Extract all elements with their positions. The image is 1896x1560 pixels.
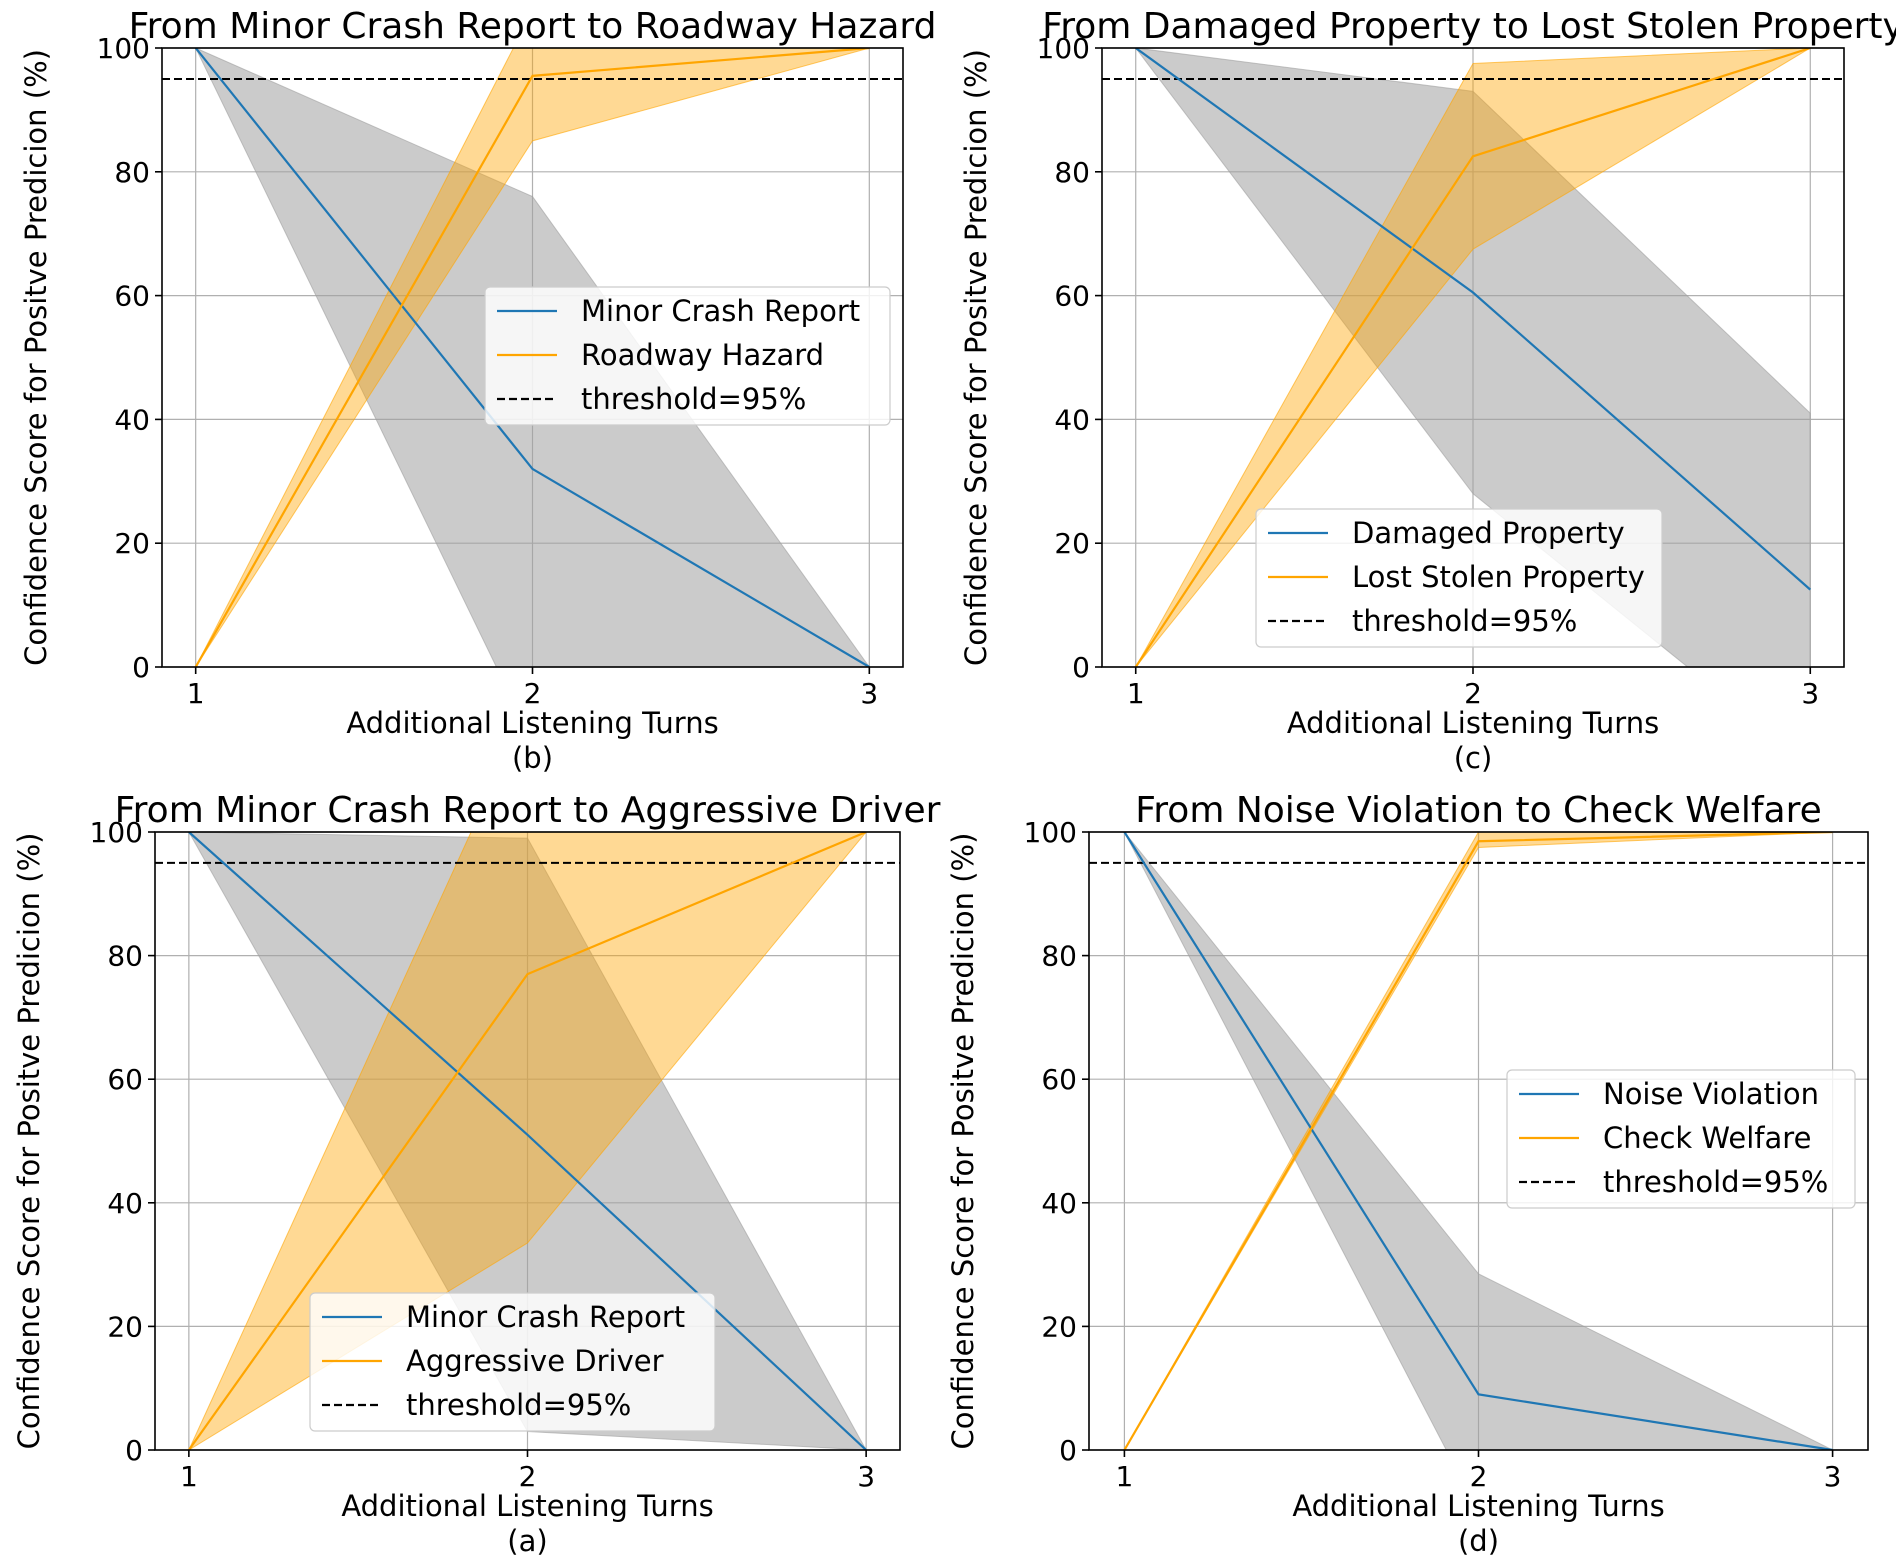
legend-entry-threshold-label: threshold=95% <box>1352 604 1577 638</box>
y-tick-label: 60 <box>107 1063 143 1096</box>
x-tick-label: 2 <box>1470 1460 1488 1493</box>
legend: Minor Crash Report Aggressive Driver thres… <box>309 1292 716 1432</box>
panel-caption: (b) <box>512 741 553 775</box>
series-line-2 <box>187 832 867 1450</box>
x-axis-label: Additional Listening Turns <box>346 706 718 740</box>
legend: Damaged Property Lost Stolen Property thre… <box>1255 508 1663 648</box>
legend-entry-series-2-label: Aggressive Driver <box>406 1344 664 1378</box>
chart-title: From Minor Crash Report to Roadway Hazar… <box>129 6 937 47</box>
x-axis-label: Additional Listening Turns <box>341 1489 713 1523</box>
plot-area <box>1089 832 1868 1450</box>
series-line-1 <box>194 48 870 667</box>
chart-title: From Damaged Property to Lost Stolen Pro… <box>1042 6 1896 47</box>
y-tick-label: 0 <box>1059 1434 1077 1467</box>
y-tick-label: 40 <box>107 1187 143 1220</box>
x-tick-label: 1 <box>1127 677 1145 710</box>
y-axis-label: Confidence Score for Positve Predicion (… <box>959 49 993 666</box>
series-line-2 <box>1123 832 1833 1450</box>
confidence-band-2 <box>1135 48 1811 667</box>
legend-entry-threshold-label: threshold=95% <box>406 1388 631 1422</box>
y-tick-label: 0 <box>132 651 150 684</box>
y-tick-label: 20 <box>114 527 150 560</box>
series-line-2 <box>194 48 870 667</box>
confidence-band-2 <box>1123 832 1833 1450</box>
y-tick-label: 80 <box>107 940 143 973</box>
x-tick-label: 1 <box>1115 1460 1133 1493</box>
y-tick-label: 80 <box>114 156 150 189</box>
confidence-band-2 <box>195 48 870 667</box>
y-tick-label: 20 <box>1041 1310 1077 1343</box>
legend-entry-series-1-label: Noise Violation <box>1603 1077 1819 1111</box>
y-tick-label: 100 <box>90 816 143 849</box>
x-tick-label: 3 <box>1824 1460 1842 1493</box>
y-tick-label: 40 <box>1054 403 1090 436</box>
y-tick-label: 60 <box>114 280 150 313</box>
x-tick-label: 2 <box>1464 677 1482 710</box>
confidence-band-1 <box>1123 832 1834 1450</box>
y-axis-label: Confidence Score for Positve Predicion (… <box>946 833 980 1450</box>
legend-box <box>1255 508 1663 648</box>
legend: Noise Violation Check Welfare threshold=95… <box>1506 1069 1856 1209</box>
y-tick-label: 20 <box>107 1310 143 1343</box>
series-line-1 <box>1123 832 1833 1450</box>
x-tick-label: 3 <box>857 1460 875 1493</box>
y-tick-label: 40 <box>114 403 150 436</box>
y-tick-label: 60 <box>1041 1063 1077 1096</box>
legend-entry-threshold-label: threshold=95% <box>1603 1165 1828 1199</box>
legend: Minor Crash Report Roadway Hazard threshol… <box>484 286 891 426</box>
y-tick-label: 80 <box>1054 156 1090 189</box>
series-line-1 <box>188 832 867 1450</box>
legend-entry-series-2-label: Roadway Hazard <box>581 338 824 372</box>
legend-entry-series-2-label: Lost Stolen Property <box>1352 560 1645 594</box>
panel-caption: (a) <box>507 1524 547 1558</box>
x-tick-label: 1 <box>187 677 205 710</box>
y-tick-label: 40 <box>1041 1187 1077 1220</box>
legend-box <box>1506 1069 1856 1209</box>
chart-panel-4: 1 2 3 0 20 40 60 80 100 From Noise Violation to C… <box>946 790 1869 1558</box>
chart-title: From Minor Crash Report to Aggressive Dr… <box>115 790 941 831</box>
chart-title: From Noise Violation to Check Welfare <box>1135 790 1822 831</box>
x-axis-label: Additional Listening Turns <box>1287 706 1659 740</box>
x-tick-label: 2 <box>524 677 542 710</box>
panel-caption: (c) <box>1454 741 1493 775</box>
y-tick-label: 80 <box>1041 940 1077 973</box>
y-tick-label: 0 <box>125 1434 143 1467</box>
y-tick-label: 0 <box>1072 651 1090 684</box>
y-tick-label: 100 <box>97 32 150 65</box>
y-axis-label: Confidence Score for Positve Predicion (… <box>12 833 46 1450</box>
x-tick-label: 3 <box>860 677 878 710</box>
legend-entry-series-1-label: Damaged Property <box>1352 516 1625 550</box>
y-tick-label: 100 <box>1024 816 1077 849</box>
legend-entry-series-1-label: Minor Crash Report <box>581 294 860 328</box>
legend-entry-series-1-label: Minor Crash Report <box>406 1300 685 1334</box>
legend-box <box>484 286 891 426</box>
series-line-2 <box>1134 48 1811 667</box>
x-axis-label: Additional Listening Turns <box>1292 1489 1664 1523</box>
y-axis-label: Confidence Score for Positve Predicion (… <box>19 49 53 666</box>
x-tick-label: 1 <box>180 1460 198 1493</box>
y-tick-label: 100 <box>1037 32 1090 65</box>
legend-box <box>309 1292 716 1432</box>
y-tick-label: 60 <box>1054 280 1090 313</box>
y-tick-label: 20 <box>1054 527 1090 560</box>
panel-caption: (d) <box>1458 1524 1499 1558</box>
x-tick-label: 3 <box>1801 677 1819 710</box>
x-tick-label: 2 <box>519 1460 537 1493</box>
legend-entry-series-2-label: Check Welfare <box>1603 1121 1811 1155</box>
legend-entry-threshold-label: threshold=95% <box>581 382 806 416</box>
series-line-1 <box>1135 48 1811 591</box>
